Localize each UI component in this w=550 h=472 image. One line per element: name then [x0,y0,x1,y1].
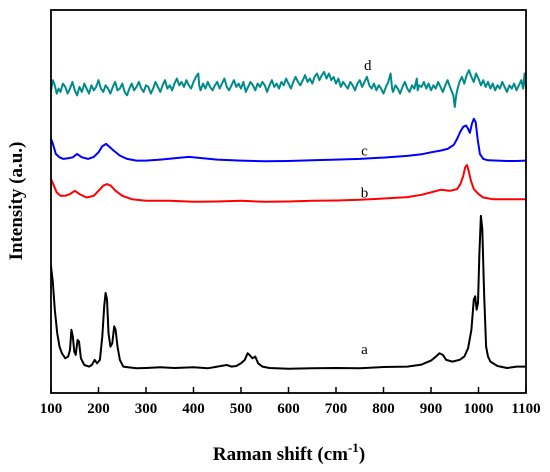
x-tick-label: 300 [135,401,158,417]
x-tick-label: 900 [420,401,443,417]
series-line-a [50,214,526,370]
curve-label-layer: a b c d [361,58,372,358]
series-line-b [50,164,526,203]
x-axis-title-superscript: -1 [348,440,359,455]
x-axis-ticks: 100 200 300 400 500 600 700 800 900 1000 1100 [40,387,541,417]
y-axis-title: Intensity (a.u.) [6,142,27,261]
x-axis-title: Raman shift (cm-1) [213,440,365,465]
x-tick-label: 200 [87,401,110,417]
x-tick-label: 1000 [464,401,494,417]
x-tick-label: 100 [40,401,63,417]
x-tick-label: 700 [325,401,348,417]
x-tick-label: 500 [230,401,253,417]
series-line-c [50,117,527,163]
series-label-b: b [361,186,369,202]
series-line-d [50,69,527,108]
series-label-c: c [361,144,368,160]
x-axis-title-close: ) [359,444,365,465]
x-tick-label: 600 [277,401,300,417]
series-label-d: d [364,58,372,74]
x-tick-label: 800 [372,401,395,417]
x-tick-label: 1100 [511,401,540,417]
x-tick-label: 400 [182,401,205,417]
series-label-a: a [361,342,368,358]
x-axis-title-main: Raman shift (cm [213,444,348,465]
series-layer [50,69,527,370]
